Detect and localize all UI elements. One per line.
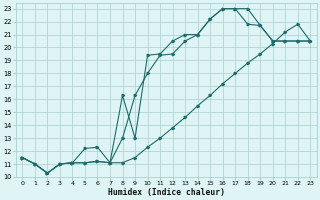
X-axis label: Humidex (Indice chaleur): Humidex (Indice chaleur)	[108, 188, 225, 197]
